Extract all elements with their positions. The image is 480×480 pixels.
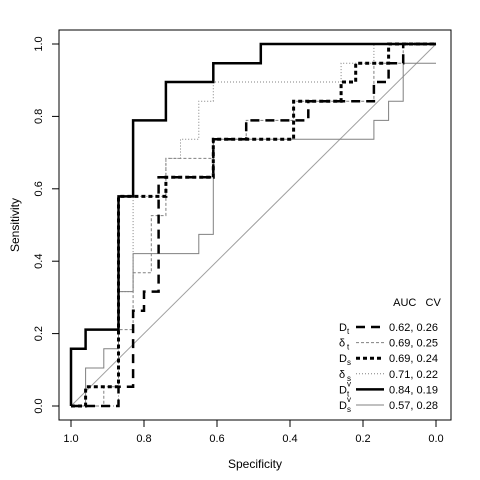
series-line-Dtv (69, 42, 436, 406)
reference-line-layer (70, 43, 437, 407)
y-tick-label: 0.2 (33, 326, 45, 341)
legend-label: D (339, 400, 347, 412)
legend-label-subscript: s (347, 405, 351, 414)
legend: AUC CVD t 0.62, 0.26δ t 0.69, 0.25D s 0.69, 0.… (339, 297, 441, 414)
x-tick-label: 0.8 (136, 433, 151, 445)
legend-label: δ (339, 338, 345, 350)
series-line-Dsv (71, 62, 436, 407)
legend-value: 0.69, 0.24 (389, 353, 438, 365)
legend-value: 0.69, 0.25 (389, 338, 438, 350)
x-axis-title: Specificity (228, 457, 282, 471)
legend-label-superscript: v (347, 379, 351, 388)
legend-value: 0.62, 0.26 (389, 322, 438, 334)
x-tick-label: 0.0 (428, 433, 443, 445)
y-tick-label: 0.6 (33, 181, 45, 196)
x-tick-label: 0.6 (209, 433, 224, 445)
legend-label-subscript: t (347, 327, 350, 336)
legend-label: D (339, 384, 347, 396)
y-axis-title: Sensitivity (8, 198, 22, 252)
legend-header: AUC CV (393, 297, 441, 309)
legend-entry: δ s 0.71, 0.22 (339, 369, 438, 383)
legend-label: D (339, 322, 347, 334)
legend-label-subscript: t (347, 389, 350, 398)
legend-value: 0.57, 0.28 (389, 400, 438, 412)
y-axis: 0.0 0.2 0.4 0.6 0.8 1.0 (33, 36, 60, 414)
x-tick-label: 1.0 (63, 433, 78, 445)
series-line-Ds (71, 42, 436, 408)
y-tick-label: 0.0 (33, 398, 45, 413)
legend-entry: δ t 0.69, 0.25 (339, 338, 438, 352)
legend-value: 0.84, 0.19 (389, 384, 438, 396)
series-line-δs (71, 43, 436, 407)
y-tick-label: 0.4 (33, 254, 45, 269)
legend-value: 0.71, 0.22 (389, 369, 438, 381)
legend-label-subscript: t (347, 343, 350, 352)
x-tick-label: 0.4 (282, 433, 297, 445)
x-axis: 1.0 0.8 0.6 0.4 0.2 0.0 (63, 419, 444, 445)
legend-label-subscript: s (347, 358, 351, 367)
x-tick-label: 0.2 (355, 433, 370, 445)
reference-diagonal (70, 43, 437, 407)
legend-label-subscript: s (347, 374, 351, 383)
legend-label-superscript: v (347, 395, 351, 404)
y-tick-label: 1.0 (33, 36, 45, 51)
legend-label: δ (339, 369, 345, 381)
legend-label: D (339, 353, 347, 365)
y-tick-label: 0.8 (33, 109, 45, 124)
series-layer (69, 42, 436, 408)
